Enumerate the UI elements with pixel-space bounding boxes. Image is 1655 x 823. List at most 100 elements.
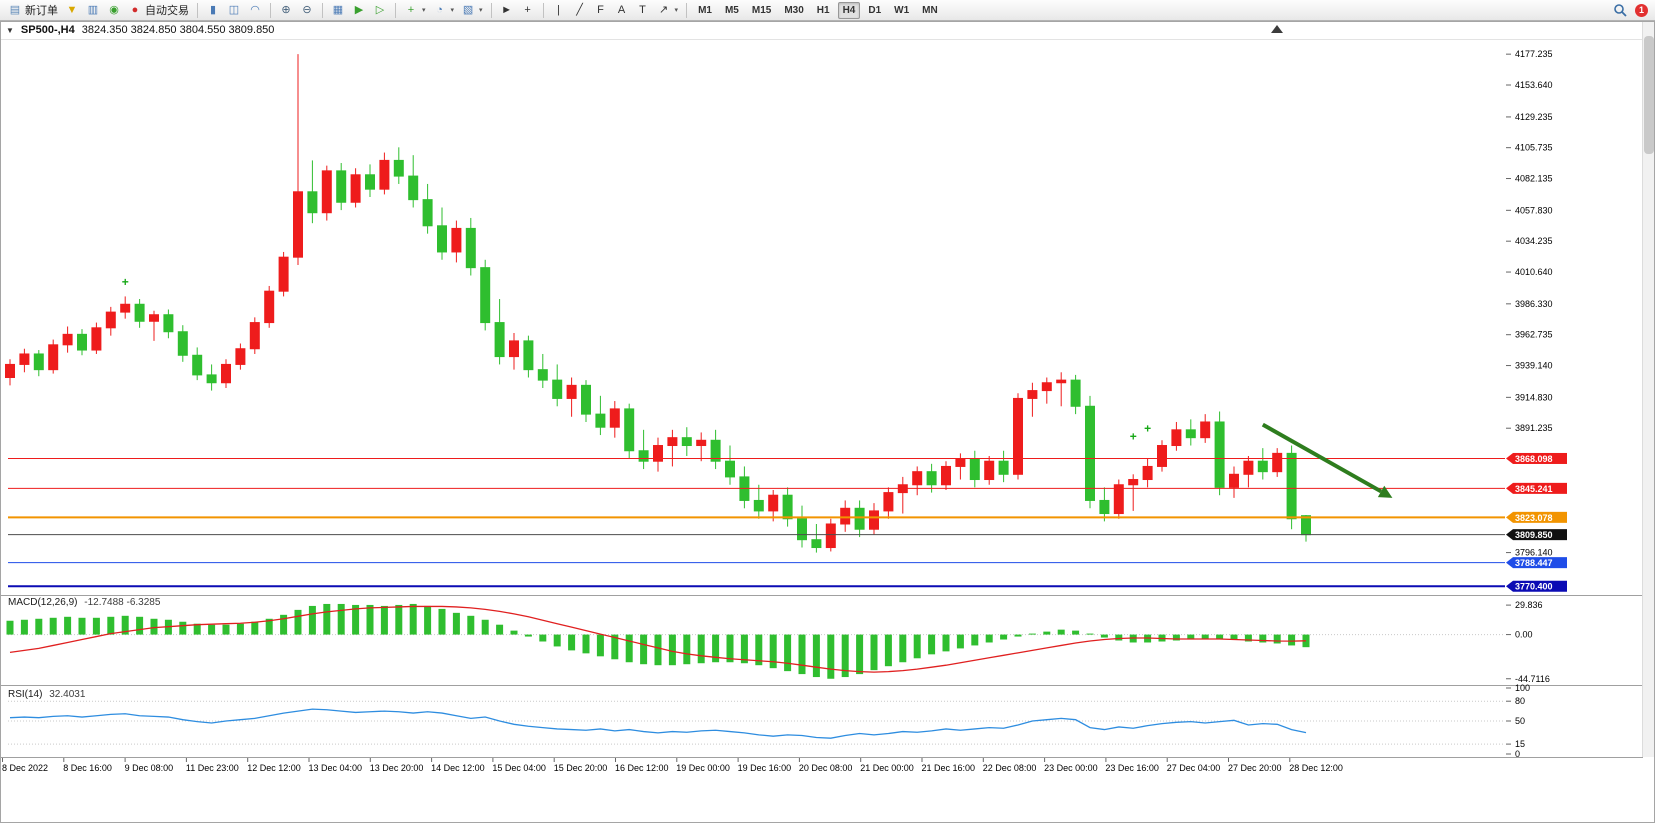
depth-of-market-icon[interactable]: ▥ [83,1,103,19]
zoom-out-icon: ⊖ [302,3,312,16]
tile-windows-icon: ▦ [332,3,344,16]
rsi-tick-label: 15 [1515,739,1525,749]
trend-arrow-annotation[interactable] [1261,422,1393,498]
macd-axis: 29.836 0.00 -44.7116 [1506,600,1550,684]
price-line-label: 3823.078 [1515,513,1553,523]
new-chart-icon[interactable]: + ▾ [401,1,429,19]
auto-scroll-icon[interactable]: ▶ [349,1,369,19]
trendline-icon[interactable]: ╱ [570,1,590,19]
macd-bar [841,634,849,678]
candle [393,159,404,177]
timeframe-h4-button[interactable]: H4 [837,1,861,19]
search-icon[interactable] [1611,1,1629,19]
bar-chart-icon[interactable]: ▮ [203,1,223,19]
vertical-line-icon[interactable]: | [549,1,569,19]
macd-bar [928,634,936,655]
chart-shift-marker[interactable] [1271,25,1283,33]
macd-bar [208,624,216,635]
candle [566,384,577,399]
price-tick-label: 3914.830 [1515,392,1553,402]
cursor-icon[interactable]: ► [497,1,517,19]
notification-badge[interactable]: 1 [1635,3,1648,17]
candle [753,499,764,512]
fibonacci-icon[interactable]: F [591,1,611,19]
price-tick-label: 3986.330 [1515,299,1553,309]
zoom-in-icon[interactable]: ⊕ [276,1,296,19]
macd-bar [784,634,792,672]
price-label-arrow-icon [1506,511,1513,523]
main-toolbar: ▤ 新订单 ▼ ▥ ◉ ● 自动交易 ▮ ◫ ◠ ⊕ ⊖ ▦ ▶ ▷ + ▾ ◔ ▾ ▧ ▾ ► + | ╱ F A T ↗ ▾ M1 M5 M… [0,0,1655,21]
shapes-icon[interactable]: ↗ ▾ [654,1,682,19]
candle [163,314,174,333]
candle [1056,379,1067,384]
candlestick-chart-icon[interactable]: ◫ [224,1,244,19]
macd-bar [697,634,705,664]
time-label: 19 Dec 00:00 [676,763,730,773]
candle [624,408,635,452]
candle [926,471,937,486]
macd-bar [740,634,748,664]
timeframe-m30-button[interactable]: M30 [784,4,804,16]
macd-bar [1086,633,1094,635]
price-tick-label: 4105.735 [1515,143,1553,153]
macd-bar [323,603,331,635]
chart-shift-icon[interactable]: ▷ [370,1,390,19]
timeframe-m5-button[interactable]: M5 [724,4,739,16]
candle [1286,452,1297,520]
autotrade-button[interactable]: ● 自动交易 [125,1,192,19]
symbol-dropdown-icon[interactable]: ▼ [6,25,14,35]
timeframe-d1-button[interactable]: D1 [868,4,882,16]
timeframe-mn-button[interactable]: MN [922,4,938,16]
text-icon[interactable]: A [612,1,632,19]
favorites-icon[interactable]: ▼ [62,1,82,19]
candle [1214,421,1225,488]
candle [1272,452,1283,473]
timeframe-m1-button[interactable]: M1 [698,4,712,16]
price-label-arrow-icon [1506,482,1513,494]
candle [1099,499,1110,515]
time-label: 13 Dec 20:00 [370,763,424,773]
macd-bar [640,634,648,665]
price-tick-label: 4153.640 [1515,80,1553,90]
label-icon[interactable]: T [633,1,653,19]
dropdown-caret-icon: ▾ [674,7,679,14]
macd-bar [366,604,374,635]
price-axis[interactable]: 4177.235 4153.640 4129.235 4105.735 4082.135… [1506,49,1553,558]
candle [451,227,462,253]
time-label: 28 Dec 12:00 [1289,763,1343,773]
time-label: 13 Dec 04:00 [309,763,363,773]
periods-icon[interactable]: ◔ ▾ [430,1,458,19]
horizontal-lines[interactable]: 3868.098 3845.241 3823.078 3809.850 3788.447… [8,452,1567,592]
timeframe-h1-button[interactable]: H1 [816,4,830,16]
crosshair-icon[interactable]: + [518,1,538,19]
macd-bar [6,620,14,635]
macd-bar [1244,634,1252,642]
macd-bar [222,624,230,635]
price-label-arrow-icon [1506,452,1513,464]
zoom-out-icon[interactable]: ⊖ [297,1,317,19]
new-order-button[interactable]: ▤ 新订单 [5,1,61,19]
vertical-scrollbar[interactable] [1642,22,1654,757]
templates-icon[interactable]: ▧ ▾ [458,1,486,19]
macd-bar [553,634,561,647]
macd-bar [236,623,244,635]
macd-bar [1043,631,1051,635]
time-axis[interactable]: 8 Dec 2022 8 Dec 16:00 9 Dec 08:00 11 Dec 2… [2,758,1343,773]
candle [1128,479,1139,486]
macd-bar [92,617,100,635]
timeframe-m15-button[interactable]: M15 [751,4,772,16]
tile-windows-icon[interactable]: ▦ [328,1,348,19]
rsi-line [9,708,1307,739]
candle [91,327,102,351]
autotrade-button-label: 自动交易 [145,5,189,17]
timeframe-w1-button[interactable]: W1 [894,4,910,16]
scrollbar-thumb[interactable] [1644,36,1654,154]
line-chart-icon[interactable]: ◠ [245,1,265,19]
macd-bar [1072,630,1080,635]
candles-layer [5,54,1311,553]
candle [509,340,519,358]
community-icon[interactable]: ◉ [104,1,124,19]
community-icon: ◉ [109,3,119,16]
candle [955,458,966,467]
